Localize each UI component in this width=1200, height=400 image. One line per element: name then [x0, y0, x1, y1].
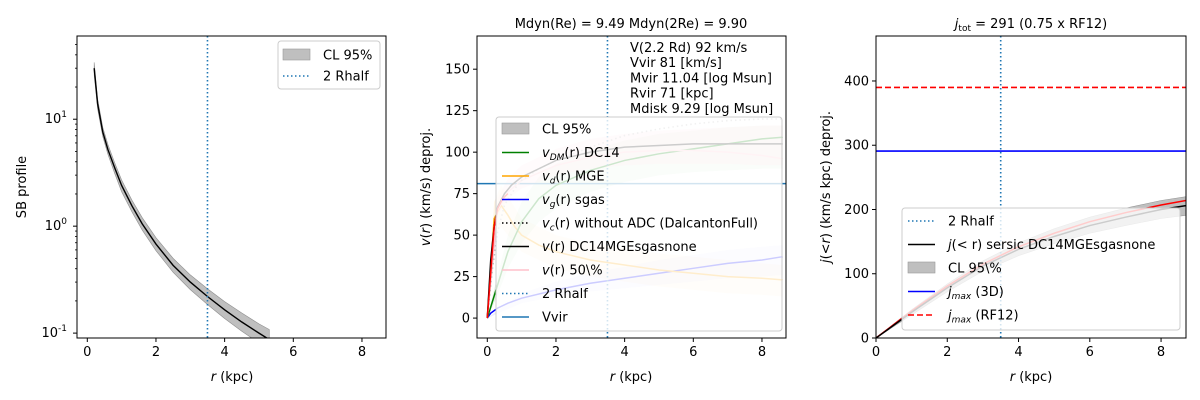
legend-label: 2 Rhalf: [542, 287, 588, 302]
y-tick-label: 10-1: [41, 324, 67, 341]
x-tick-label: 0: [483, 345, 491, 360]
x-tick-label: 2: [152, 345, 160, 360]
legend-label: CL 95%: [323, 49, 372, 64]
sb-profile-line: [93, 68, 269, 338]
legend-label: v(r) 50\%: [542, 264, 603, 279]
y-tick-label: 0: [861, 332, 869, 347]
x-tick-label: 6: [289, 345, 297, 360]
x-tick-label: 4: [220, 345, 228, 360]
axes-frame: [76, 35, 387, 339]
annotation-line: Rvir 71 [kpc]: [630, 87, 714, 102]
x-axis-label: r (kpc): [610, 370, 653, 385]
axes-frame: [476, 35, 787, 339]
legend-label: 2 Rhalf: [323, 70, 369, 85]
x-tick-label: 8: [358, 345, 366, 360]
legend: 2 Rhalf j(< r) sersic DC14MGEsgasnone CL 9…: [901, 207, 1181, 331]
x-tick-label: 2: [943, 345, 951, 360]
sb-profile-panel: 0 2 4 6 8 10-1 100 101 CL 95% 2 Rhalf r (kpc) SB…: [15, 35, 387, 385]
legend-label: CL 95\%: [948, 262, 1002, 277]
chart-title: jtot = 291 (0.75 x RF12): [953, 17, 1107, 34]
y-tick-label: 75: [453, 187, 470, 202]
legend-label: j(< r) sersic DC14MGEsgasnone: [946, 238, 1155, 253]
legend-label: Vvir: [542, 311, 568, 326]
legend-label: v(r) DC14MGEsgasnone: [542, 240, 697, 255]
x-tick-label: 6: [689, 345, 697, 360]
legend-frame: [495, 116, 783, 332]
y-tick-label: 0: [462, 312, 470, 327]
annotation-line: Mdisk 9.29 [log Msun]: [630, 102, 773, 117]
annotation-line: V(2.2 Rd) 92 km/s: [630, 41, 748, 56]
legend-label: vd(r) MGE: [542, 170, 605, 187]
y-tick-label: 200: [844, 203, 869, 218]
y-axis-label: SB profile: [15, 156, 30, 218]
y-axis-label: j(<r) (km/s kpc) deproj.: [819, 111, 834, 265]
chart-title: Mdyn(Re) = 9.49 Mdyn(2Re) = 9.90: [515, 17, 748, 32]
y-axis-label: v(r) (km/s) deproj.: [419, 128, 434, 246]
x-tick-label: 4: [1014, 345, 1022, 360]
rotation-curve-panel: 0 2 4 6 8 0 25 50 75 100 125 150 Mdyn(Re) = 9.49 Md…: [419, 17, 787, 385]
y-tick-label: 400: [844, 74, 869, 89]
x-tick-label: 0: [872, 345, 880, 360]
legend-label: 2 Rhalf: [948, 215, 994, 230]
legend-swatch: [907, 261, 936, 274]
y-tick-label: 101: [45, 110, 67, 127]
y-tick-label: 125: [445, 104, 470, 119]
y-tick-label: 100: [844, 267, 869, 282]
annotation-line: Vvir 81 [km/s]: [630, 56, 722, 71]
legend-label: vc(r) without ADC (DalcantonFull): [542, 217, 758, 234]
legend: CL 95% 2 Rhalf: [277, 40, 381, 90]
y-tick-label: 25: [453, 270, 470, 285]
y-tick-label: 300: [844, 139, 869, 154]
legend-swatch: [501, 122, 530, 135]
legend-label: jmax (RF12): [946, 309, 1019, 326]
x-tick-label: 4: [620, 345, 628, 360]
angular-momentum-panel: 0 2 4 6 8 0 100 200 300 400 jtot = 291 (0.75 x RF…: [819, 17, 1187, 385]
legend: CL 95% vDM(r) DC14 vd(r) MGE vg(r) sgas vc(r…: [495, 116, 783, 332]
legend-frame: [901, 207, 1181, 331]
y-tick-label: 50: [453, 229, 470, 244]
x-tick-label: 0: [83, 345, 91, 360]
legend-label: jmax (3D): [946, 285, 1004, 302]
legend-label: CL 95%: [542, 123, 591, 138]
confidence-band: [93, 62, 270, 338]
legend-swatch: [282, 48, 311, 61]
y-tick-label: 100: [45, 217, 68, 234]
x-tick-label: 2: [552, 345, 560, 360]
x-axis-label: r (kpc): [1010, 370, 1053, 385]
y-tick-label: 150: [445, 63, 470, 78]
legend-label: vDM(r) DC14: [542, 146, 620, 163]
y-tick-label: 100: [445, 146, 470, 161]
x-tick-label: 6: [1086, 345, 1094, 360]
legend-label: vg(r) sgas: [542, 193, 605, 210]
x-tick-label: 8: [1157, 345, 1165, 360]
axes-frame: [875, 35, 1187, 339]
x-axis-label: r (kpc): [211, 370, 254, 385]
x-tick-label: 8: [758, 345, 766, 360]
annotation-line: Mvir 11.04 [log Msun]: [630, 71, 772, 86]
